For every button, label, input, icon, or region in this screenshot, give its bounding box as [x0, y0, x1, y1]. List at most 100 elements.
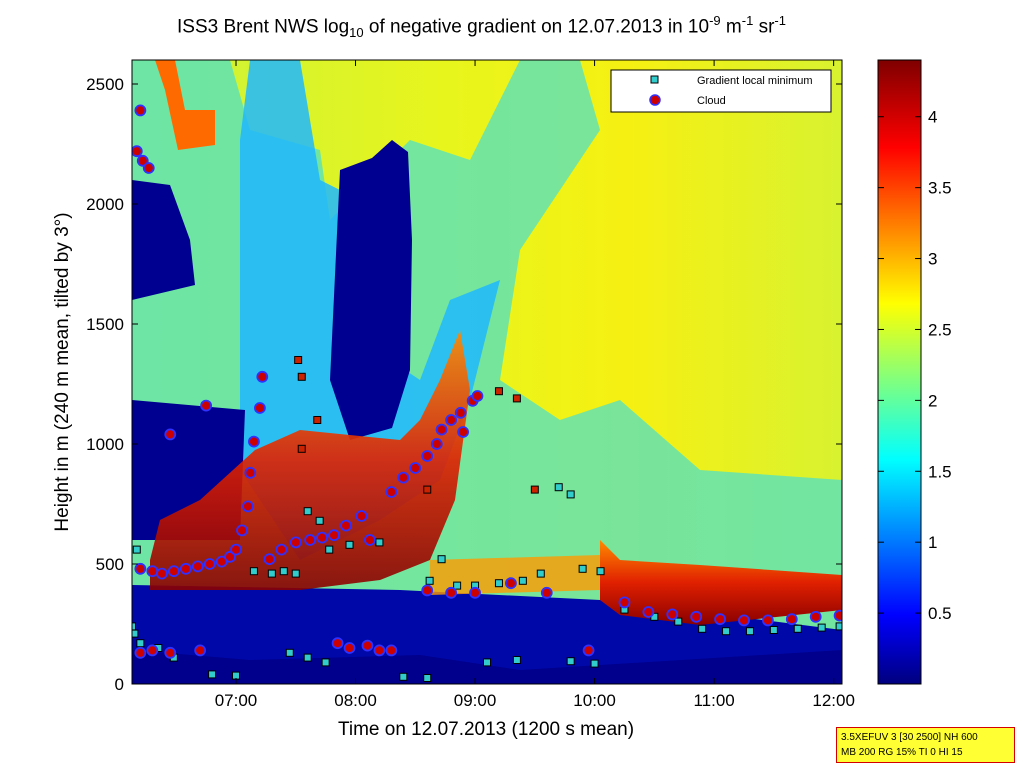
cloud-marker — [191, 560, 204, 573]
plot-frame — [131, 59, 843, 685]
colorbar-tick-label: 3.5 — [928, 179, 952, 198]
cloud-marker — [179, 562, 192, 575]
y-tick-label: 1000 — [86, 435, 124, 454]
gradient-min-marker — [596, 567, 605, 576]
title-middle: of negative gradient on 12.07.2013 in 10 — [363, 16, 710, 38]
cloud-marker — [253, 402, 266, 414]
cloud-marker — [242, 500, 254, 513]
gradient-min-marker — [132, 545, 141, 554]
gradient-min-marker — [437, 555, 446, 564]
gradient-min-marker — [453, 581, 462, 590]
gradient-min-marker-dark — [530, 485, 539, 494]
cloud-marker — [642, 606, 655, 618]
gradient-min-marker — [793, 624, 802, 633]
heatmap-dark-blue-region — [132, 140, 412, 540]
title-subscript: 10 — [349, 25, 364, 41]
cloud-marker — [397, 471, 410, 484]
gradient-min-marker — [325, 545, 334, 554]
cloud-marker — [146, 644, 159, 657]
cloud-marker — [142, 162, 155, 174]
cloud-marker — [385, 486, 398, 498]
cloud-marker — [194, 644, 207, 657]
colorbar-tick-label: 0.5 — [928, 604, 952, 623]
cloud-marker — [132, 145, 143, 158]
colorbar-tick-label: 4 — [928, 108, 937, 127]
gradient-min-marker — [315, 516, 324, 525]
y-axis: 0 500 1000 1500 2000 2500 — [86, 75, 842, 694]
title-superscript-2: -1 — [741, 13, 754, 28]
cloud-marker — [164, 428, 177, 441]
cloud-marker — [582, 644, 595, 657]
cloud-marker — [361, 639, 374, 652]
cloud-marker — [304, 534, 316, 546]
gradient-min-marker — [208, 670, 217, 679]
cloud-marker — [289, 536, 302, 549]
cloud-marker — [409, 462, 422, 474]
colorbar-ticks: 0.5 1 1.5 2 2.5 3 3.5 4 — [878, 108, 952, 623]
cloud-marker — [505, 577, 517, 590]
gradient-min-marker-dark — [512, 394, 521, 403]
cloud-marker — [263, 553, 276, 566]
cloud-marker — [761, 614, 774, 627]
heatmap-boundary-layer — [150, 330, 470, 590]
cloud-marker — [316, 531, 328, 544]
colorbar — [877, 59, 922, 685]
cloud-marker — [134, 646, 147, 659]
y-axis-label: Height in m (240 m mean, tilted by 3°) — [52, 212, 73, 531]
cloud-marker — [134, 104, 147, 117]
cloud-marker — [164, 646, 177, 659]
cloud-marker — [363, 534, 376, 546]
cloud-marker — [340, 519, 352, 532]
gradient-min-marker — [132, 550, 133, 559]
y-tick-label: 0 — [115, 675, 124, 694]
colorbar-tick-label: 3 — [928, 250, 937, 269]
gradient-min-marker-dark — [294, 356, 303, 364]
gradient-min-marker — [285, 648, 294, 657]
gradient-min-marker — [291, 569, 300, 578]
y-tick-label: 500 — [96, 555, 124, 574]
cloud-marker — [373, 644, 386, 657]
gradient-min-marker — [279, 567, 288, 576]
cloud-marker — [714, 613, 726, 626]
gradient-min-marker — [249, 567, 258, 576]
y-tick-label: 2000 — [86, 195, 124, 214]
gradient-min-marker-dark — [313, 416, 322, 424]
cloud-marker — [471, 390, 484, 402]
x-axis-label: Time on 12.07.2013 (1200 s mean) — [338, 719, 634, 740]
x-tick-label: 07:00 — [215, 691, 258, 710]
legend-square-marker-icon — [650, 75, 659, 84]
title-unit-1: m — [720, 16, 742, 38]
title-superscript-3: -1 — [774, 13, 786, 28]
info-line-2: MB 200 RG 15% TI 0 HI 15 — [841, 747, 963, 758]
colorbar-tick-label: 2.5 — [928, 320, 952, 339]
gradient-min-marker — [590, 659, 599, 668]
legend-label-cloud: Cloud — [697, 95, 726, 107]
gradient-min-marker — [267, 569, 276, 578]
legend-circle-marker-icon — [649, 94, 661, 106]
heatmap-upper-cloud — [155, 60, 215, 150]
gradient-min-marker — [494, 579, 503, 588]
cloud-marker — [445, 414, 458, 426]
gradient-min-marker — [769, 626, 778, 634]
gradient-min-marker-dark — [423, 485, 432, 494]
gradient-min-marker — [375, 538, 384, 547]
cloud-marker — [469, 586, 481, 599]
title-prefix: ISS3 Brent NWS log — [177, 16, 350, 38]
x-tick-label: 08:00 — [334, 691, 377, 710]
cloud-marker — [690, 610, 703, 623]
cloud-marker — [738, 614, 750, 627]
colorbar-tick-label: 1 — [928, 533, 937, 552]
x-tick-label: 09:00 — [454, 691, 497, 710]
gradient-min-marker — [303, 507, 312, 516]
gradient-min-marker — [483, 658, 491, 667]
cloud-marker — [833, 609, 842, 622]
gradient-min-marker — [566, 490, 575, 499]
cloud-marker — [328, 529, 340, 542]
legend-box — [610, 69, 832, 113]
cloud-marker — [809, 610, 822, 623]
x-tick-label: 11:00 — [693, 691, 734, 710]
cloud-marker — [430, 438, 443, 450]
gradient-min-marker — [303, 653, 312, 662]
gradient-min-marker — [399, 672, 408, 681]
